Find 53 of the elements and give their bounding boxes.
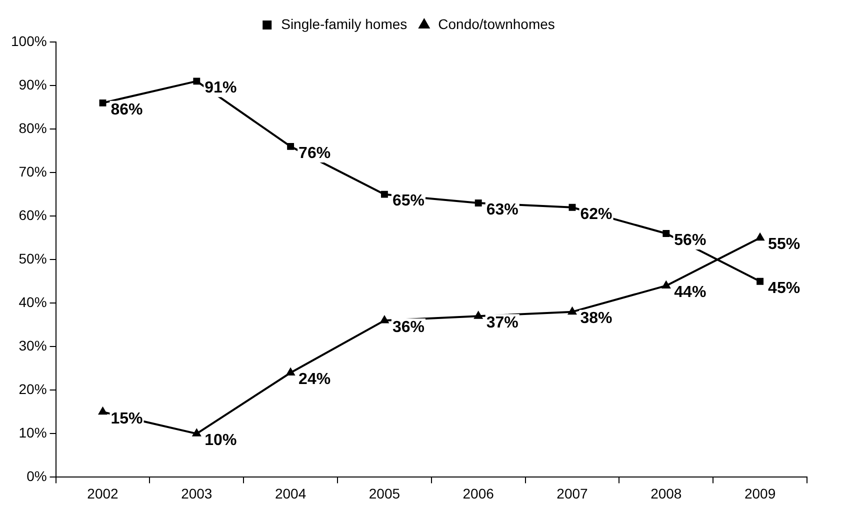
x-tick-label: 2002 <box>87 485 119 502</box>
legend-label: Single-family homes <box>281 16 408 32</box>
y-tick-label: 100% <box>10 32 47 49</box>
y-tick-label: 70% <box>18 163 47 180</box>
point <box>662 281 670 288</box>
x-tick-label: 2004 <box>274 485 306 502</box>
legend-label: Condo/townhomes <box>438 16 555 32</box>
data-label: 65% <box>392 192 424 210</box>
point <box>287 142 294 150</box>
x-tick-label: 2007 <box>556 485 588 502</box>
data-label: 45% <box>768 280 800 297</box>
point <box>193 78 200 85</box>
data-label: 36% <box>392 318 424 336</box>
point <box>99 99 106 106</box>
data-label: 38% <box>580 310 612 328</box>
point <box>192 429 201 436</box>
data-label: 55% <box>768 236 800 254</box>
data-label: 44% <box>674 284 706 302</box>
point <box>756 233 764 241</box>
data-label: 62% <box>580 206 612 223</box>
point <box>380 316 388 324</box>
y-tick-label: 80% <box>18 120 47 136</box>
point <box>286 368 295 376</box>
point <box>380 190 388 198</box>
y-tick-label: 30% <box>18 338 47 354</box>
y-tick-label: 40% <box>18 294 47 310</box>
data-label: 10% <box>204 432 237 450</box>
point <box>474 200 482 206</box>
point <box>568 307 576 315</box>
x-tick-label: 2008 <box>650 485 682 502</box>
point <box>98 407 107 415</box>
x-tick-label: 2003 <box>181 485 212 502</box>
x-tick-label: 2006 <box>462 485 494 502</box>
data-label: 37% <box>486 314 518 332</box>
y-tick-label: 60% <box>18 206 47 223</box>
data-label: 63% <box>486 201 518 218</box>
y-tick-label: 0% <box>26 468 47 484</box>
data-label: 91% <box>204 80 237 97</box>
data-label: 86% <box>110 101 143 118</box>
x-tick-label: 2005 <box>368 485 400 502</box>
y-tick-label: 50% <box>18 250 47 266</box>
data-label: 56% <box>674 232 706 249</box>
point <box>662 230 670 237</box>
y-tick-label: 20% <box>18 381 47 398</box>
data-label: 15% <box>110 410 143 428</box>
x-tick-label: 2009 <box>744 485 776 502</box>
data-label: 24% <box>298 371 331 388</box>
y-tick-label: 90% <box>18 76 47 92</box>
point <box>568 204 576 211</box>
data-label: 76% <box>298 144 331 162</box>
point <box>756 278 764 285</box>
y-tick-label: 10% <box>18 424 47 441</box>
point <box>474 312 482 319</box>
